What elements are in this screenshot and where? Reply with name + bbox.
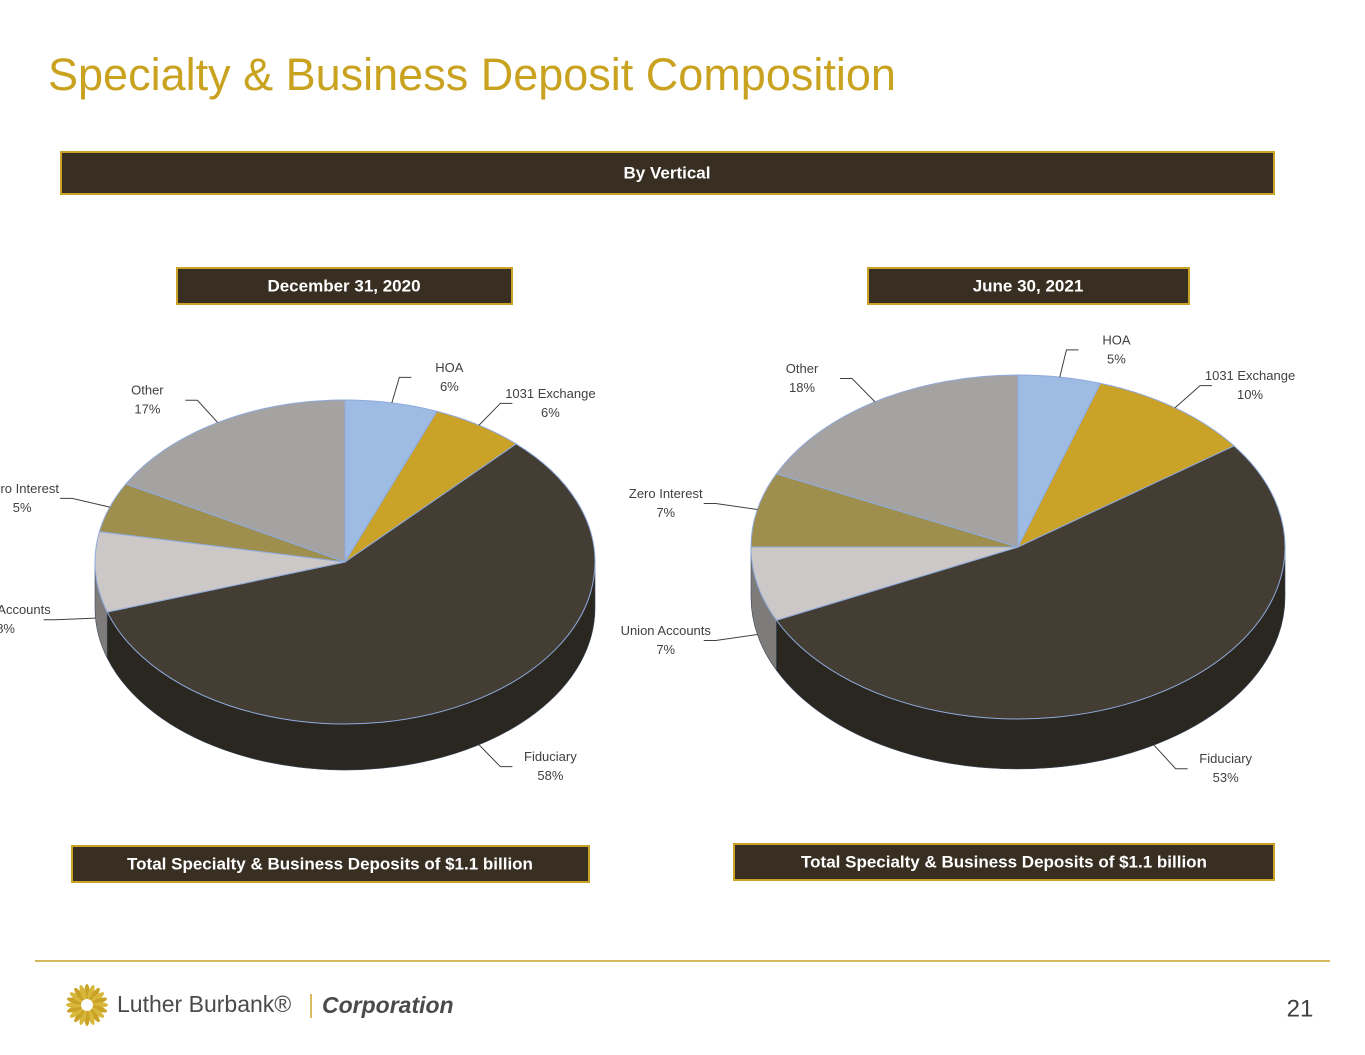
leader-line bbox=[1153, 744, 1188, 770]
slice-label: HOA bbox=[435, 360, 464, 375]
slice-value-label: 58% bbox=[537, 768, 563, 783]
slice-label: Union Accounts bbox=[621, 623, 712, 638]
leader-line bbox=[703, 502, 758, 510]
leader-line bbox=[43, 617, 96, 621]
logo-mark bbox=[66, 984, 108, 1026]
leader-line bbox=[703, 634, 758, 642]
leader-line bbox=[478, 744, 513, 768]
slice-value-label: 5% bbox=[1107, 351, 1126, 366]
leader-line bbox=[840, 378, 876, 403]
chart-title-bar bbox=[176, 267, 513, 305]
slice-label: Zero Interest bbox=[629, 486, 703, 501]
slice-label: 1031 Exchange bbox=[505, 386, 595, 401]
logo-text: Luther Burbank® bbox=[117, 991, 291, 1017]
logo-ray bbox=[66, 1005, 83, 1013]
slice bbox=[125, 399, 346, 563]
logo-ray bbox=[79, 984, 87, 1001]
section-title: By Vertical bbox=[624, 163, 711, 182]
leader-line bbox=[478, 402, 513, 426]
logo-ray bbox=[74, 1008, 85, 1023]
slice-value-label: 6% bbox=[541, 405, 560, 420]
logo-ray bbox=[69, 1007, 84, 1018]
slice-value-label: 5% bbox=[13, 500, 32, 515]
logo-ray bbox=[87, 984, 95, 1001]
slice-value-label: 10% bbox=[1237, 387, 1263, 402]
footnote: Total Specialty & Business Deposits of $… bbox=[127, 854, 533, 873]
logo-ray bbox=[79, 1009, 87, 1026]
slice bbox=[775, 374, 1019, 548]
logo-ray bbox=[91, 997, 108, 1005]
logo-ray bbox=[89, 1008, 100, 1023]
section-bar bbox=[60, 151, 1275, 195]
page-number: 21 bbox=[1287, 995, 1314, 1022]
slice-value-label: 7% bbox=[656, 505, 675, 520]
logo-ray bbox=[87, 1009, 95, 1026]
slice-value-label: 18% bbox=[789, 380, 815, 395]
leader-line bbox=[1059, 349, 1079, 378]
logo-ray bbox=[74, 987, 85, 1002]
footnote-bar bbox=[71, 845, 590, 883]
slice bbox=[775, 445, 1286, 720]
logo-suffix: Corporation bbox=[322, 992, 454, 1018]
chart-title: December 31, 2020 bbox=[267, 276, 420, 295]
slice-label: Fiduciary bbox=[1199, 751, 1252, 766]
leader-line bbox=[1174, 385, 1213, 409]
slice-label: 1031 Exchange bbox=[1205, 368, 1295, 383]
footnote: Total Specialty & Business Deposits of $… bbox=[801, 852, 1207, 871]
slice bbox=[1016, 382, 1235, 549]
slice-label: Fiduciary bbox=[524, 749, 577, 764]
logo-ray bbox=[91, 1005, 108, 1013]
slice-label: Other bbox=[786, 361, 819, 376]
footnote-bar bbox=[733, 843, 1275, 881]
leader-line bbox=[391, 376, 412, 404]
logo-ray bbox=[69, 992, 84, 1003]
slice-value-label: 7% bbox=[656, 642, 675, 657]
slice bbox=[750, 546, 1019, 621]
slice-label: HOA bbox=[1102, 332, 1131, 347]
logo-ray bbox=[89, 987, 100, 1002]
leader-line bbox=[60, 497, 110, 508]
slice-label: Zero Interest bbox=[0, 481, 59, 496]
slice-label: Union Accounts bbox=[0, 602, 51, 617]
slice-value-label: 17% bbox=[134, 402, 160, 417]
page-title: Specialty & Business Deposit Composition bbox=[48, 49, 896, 100]
slice bbox=[750, 473, 1019, 548]
leader-line bbox=[185, 399, 219, 423]
slice-value-label: 8% bbox=[0, 621, 15, 636]
logo-ray bbox=[90, 1007, 105, 1018]
slice-label: Other bbox=[131, 383, 164, 398]
slice-value-label: 53% bbox=[1213, 770, 1239, 785]
slice bbox=[106, 443, 596, 725]
logo-ray bbox=[66, 997, 83, 1005]
slice-value-label: 6% bbox=[440, 379, 459, 394]
logo-ray bbox=[90, 992, 105, 1003]
chart-title-bar bbox=[867, 267, 1190, 305]
chart-title: June 30, 2021 bbox=[973, 276, 1084, 295]
slice bbox=[94, 531, 346, 613]
